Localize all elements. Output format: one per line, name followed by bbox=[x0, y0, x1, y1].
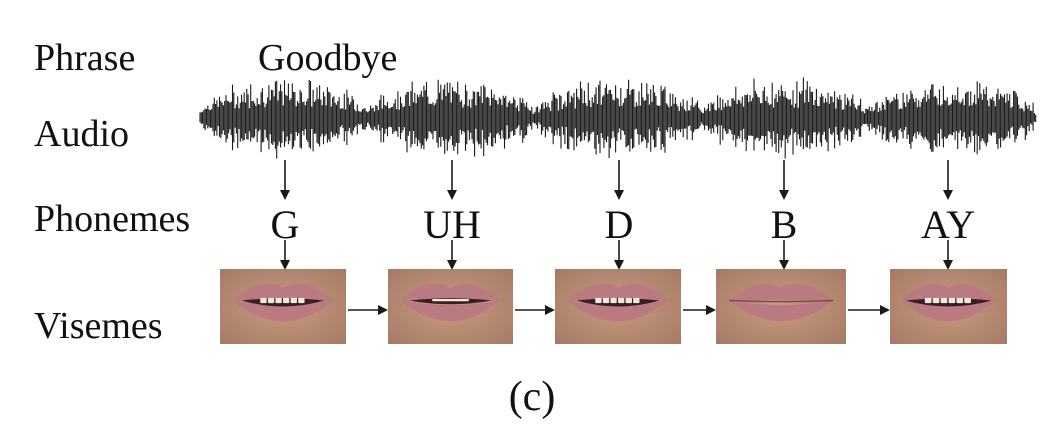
phoneme-labels: G UH D B AY bbox=[271, 202, 976, 247]
waveform-segment bbox=[367, 79, 535, 157]
viseme-UH-image bbox=[388, 269, 513, 344]
viseme-AY-image bbox=[890, 269, 1007, 344]
viseme-G-image bbox=[220, 269, 346, 344]
waveform-segment bbox=[199, 80, 369, 159]
viseme-D-image bbox=[555, 269, 681, 344]
waveform-segment bbox=[867, 81, 1037, 155]
phoneme-label: AY bbox=[921, 202, 975, 247]
waveform-segment bbox=[534, 79, 702, 158]
phoneme-to-viseme-arrows bbox=[280, 240, 953, 270]
viseme-B-image bbox=[716, 269, 846, 344]
row-label-phonemes: Phonemes bbox=[34, 198, 190, 240]
phoneme-label: G bbox=[271, 202, 300, 247]
row-label-phrase: Phrase bbox=[34, 37, 135, 79]
figure-caption: (c) bbox=[509, 374, 556, 420]
row-label-visemes: Visemes bbox=[34, 305, 163, 347]
audio-to-phoneme-arrows bbox=[280, 160, 953, 200]
row-label-audio: Audio bbox=[34, 113, 129, 155]
phoneme-label: B bbox=[771, 202, 798, 247]
phoneme-label: UH bbox=[423, 202, 481, 247]
waveform-segment bbox=[701, 77, 868, 159]
audio-waveform bbox=[199, 77, 1037, 159]
phoneme-label: D bbox=[605, 202, 634, 247]
phrase-text: Goodbye bbox=[258, 37, 397, 79]
viseme-images bbox=[220, 269, 1007, 344]
